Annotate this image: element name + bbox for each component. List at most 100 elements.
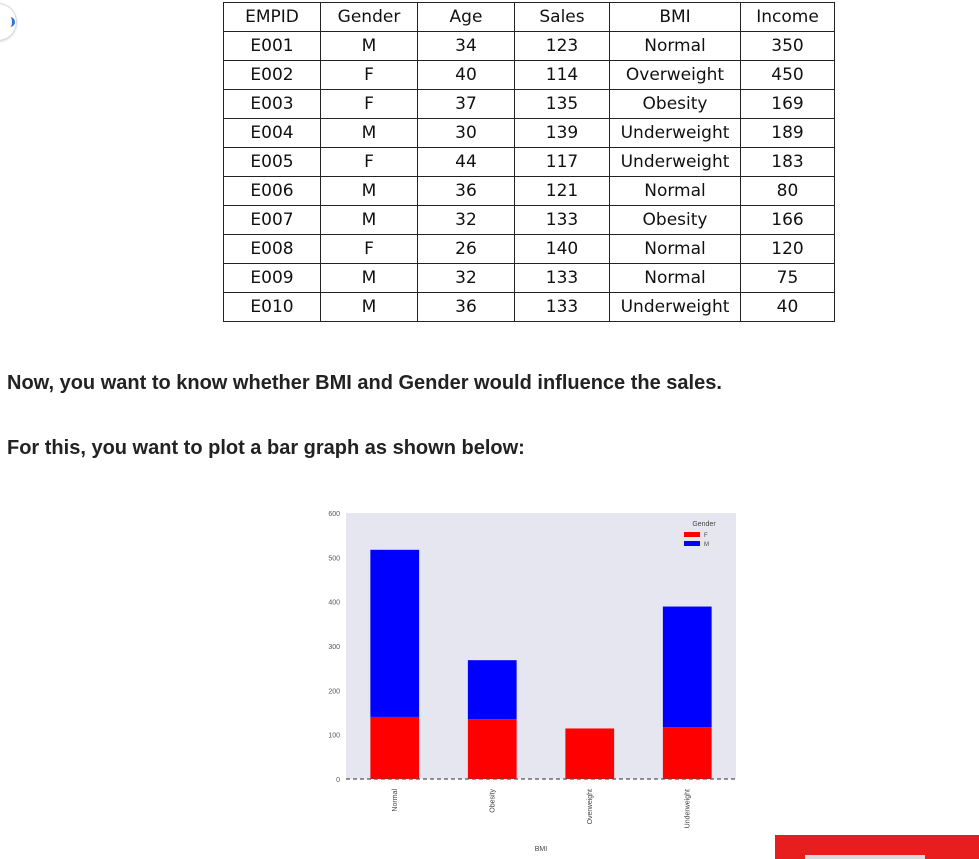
floating-action-button[interactable]: [0, 4, 16, 40]
table-cell: E010: [223, 292, 321, 322]
header-empid: EMPID: [223, 2, 321, 32]
table-cell: 133: [514, 292, 610, 322]
table-header-row: EMPID Gender Age Sales BMI Income: [223, 2, 835, 32]
table-cell: 37: [417, 89, 515, 119]
table-cell: F: [320, 60, 418, 90]
table-cell: 450: [740, 60, 835, 90]
table-cell: 40: [417, 60, 515, 90]
table-row: E010 M 36 133 Underweight 40: [223, 292, 835, 322]
table-cell: 32: [417, 205, 515, 235]
table-cell: F: [320, 89, 418, 119]
y-tick-label: 300: [328, 644, 340, 651]
table-row: E005 F 44 117 Underweight 183: [223, 147, 835, 177]
bar-f-overweight: [565, 728, 615, 779]
table-cell: Underweight: [609, 147, 741, 177]
y-tick-label: 0: [336, 777, 340, 784]
header-bmi: BMI: [609, 2, 741, 32]
table-cell: 123: [514, 31, 610, 61]
table-cell: M: [320, 31, 418, 61]
y-tick-label: 600: [328, 511, 340, 518]
stacked-bar-chart: 0 100 200 300 400 500 600 Normal Obesity Overweig…: [328, 511, 736, 853]
x-tick-label: Obesity: [489, 789, 496, 813]
banner-input-strip: [805, 855, 925, 859]
table-cell: 169: [740, 89, 835, 119]
table-row: E009 M 32 133 Normal 75: [223, 263, 835, 293]
table-cell: 166: [740, 205, 835, 235]
x-tick-label: Overweight: [587, 789, 594, 824]
table-cell: 34: [417, 31, 515, 61]
table-cell: M: [320, 292, 418, 322]
bar-f-underweight: [662, 727, 712, 779]
question-text: Now, you want to know whether BMI and Ge…: [7, 372, 722, 394]
table-cell: M: [320, 118, 418, 148]
y-tick-label: 500: [328, 555, 340, 562]
table-row: E002 F 40 114 Overweight 450: [223, 60, 835, 90]
table-cell: 140: [514, 234, 610, 264]
table-cell: 32: [417, 263, 515, 293]
table-cell: Obesity: [609, 205, 741, 235]
table-cell: M: [320, 263, 418, 293]
table-cell: 30: [417, 118, 515, 148]
table-cell: E001: [223, 31, 321, 61]
legend-label-f: F: [704, 533, 708, 539]
table-cell: E007: [223, 205, 321, 235]
bar-f-normal: [370, 716, 420, 779]
table-row: E006 M 36 121 Normal 80: [223, 176, 835, 206]
table-cell: 36: [417, 292, 515, 322]
header-age: Age: [417, 2, 515, 32]
table-cell: 139: [514, 118, 610, 148]
table-cell: Normal: [609, 234, 741, 264]
instruction-text: For this, you want to plot a bar graph a…: [7, 437, 525, 459]
bar-m-obesity: [467, 660, 517, 720]
y-tick-label: 100: [328, 733, 340, 740]
table-cell: F: [320, 234, 418, 264]
table-cell: 36: [417, 176, 515, 206]
table-cell: 133: [514, 263, 610, 293]
header-income: Income: [740, 2, 835, 32]
x-tick-label: Underweight: [684, 789, 691, 828]
table-cell: Obesity: [609, 89, 741, 119]
table-cell: 183: [740, 147, 835, 177]
header-sales: Sales: [514, 2, 610, 32]
table-cell: 40: [740, 292, 835, 322]
bar-f-obesity: [467, 719, 517, 779]
y-tick-label: 400: [328, 600, 340, 607]
table-row: E004 M 30 139 Underweight 189: [223, 118, 835, 148]
table-row: E007 M 32 133 Obesity 166: [223, 205, 835, 235]
table-row: E003 F 37 135 Obesity 169: [223, 89, 835, 119]
table-cell: 189: [740, 118, 835, 148]
header-gender: Gender: [320, 2, 418, 32]
table-cell: M: [320, 176, 418, 206]
legend-swatch-m: [684, 541, 700, 546]
table-cell: Overweight: [609, 60, 741, 90]
table-cell: E004: [223, 118, 321, 148]
table-cell: 120: [740, 234, 835, 264]
table-cell: E009: [223, 263, 321, 293]
table-cell: 26: [417, 234, 515, 264]
legend-label-m: M: [704, 542, 709, 548]
table-cell: 80: [740, 176, 835, 206]
x-tick-label: Normal: [392, 789, 399, 812]
table-cell: E002: [223, 60, 321, 90]
table-cell: Normal: [609, 263, 741, 293]
table-cell: E006: [223, 176, 321, 206]
y-tick-label: 200: [328, 688, 340, 695]
table-cell: 117: [514, 147, 610, 177]
bottom-red-banner[interactable]: [775, 835, 979, 859]
employee-table: EMPID Gender Age Sales BMI Income E001 M 3…: [223, 2, 835, 322]
table-cell: M: [320, 205, 418, 235]
legend-title: Gender: [692, 521, 716, 528]
table-cell: E008: [223, 234, 321, 264]
table-cell: E005: [223, 147, 321, 177]
table-cell: Underweight: [609, 118, 741, 148]
table-cell: 350: [740, 31, 835, 61]
table-cell: Underweight: [609, 292, 741, 322]
table-row: E008 F 26 140 Normal 120: [223, 234, 835, 264]
table-cell: 121: [514, 176, 610, 206]
table-cell: 44: [417, 147, 515, 177]
table-cell: E003: [223, 89, 321, 119]
table-cell: Normal: [609, 31, 741, 61]
bar-m-normal: [370, 549, 420, 717]
legend-swatch-f: [684, 532, 700, 537]
table-row: E001 M 34 123 Normal 350: [223, 31, 835, 61]
